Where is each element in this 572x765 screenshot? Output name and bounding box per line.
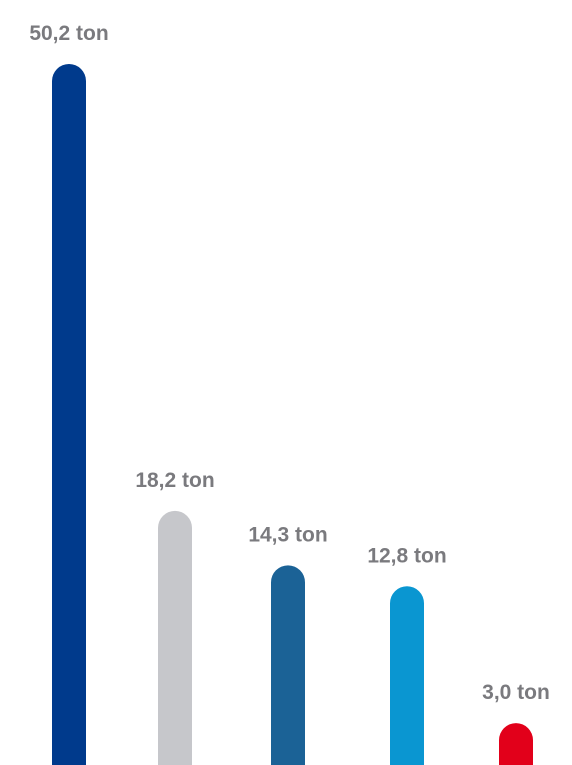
- data-label-5: 3,0 ton: [482, 681, 550, 704]
- data-label-2: 18,2 ton: [135, 469, 214, 492]
- bar-2: [158, 510, 192, 765]
- data-label-4: 12,8 ton: [367, 544, 446, 567]
- bars-layer: [52, 64, 533, 765]
- bar-5: [499, 723, 533, 765]
- bar-4: [390, 586, 424, 765]
- data-label-3: 14,3 ton: [248, 523, 327, 546]
- bar-1: [52, 64, 86, 765]
- bar-3: [271, 565, 305, 765]
- labels-layer: 50,2 ton 18,2 ton 14,3 ton 12,8 ton 3,0 ton: [29, 22, 550, 704]
- data-label-1: 50,2 ton: [29, 22, 108, 45]
